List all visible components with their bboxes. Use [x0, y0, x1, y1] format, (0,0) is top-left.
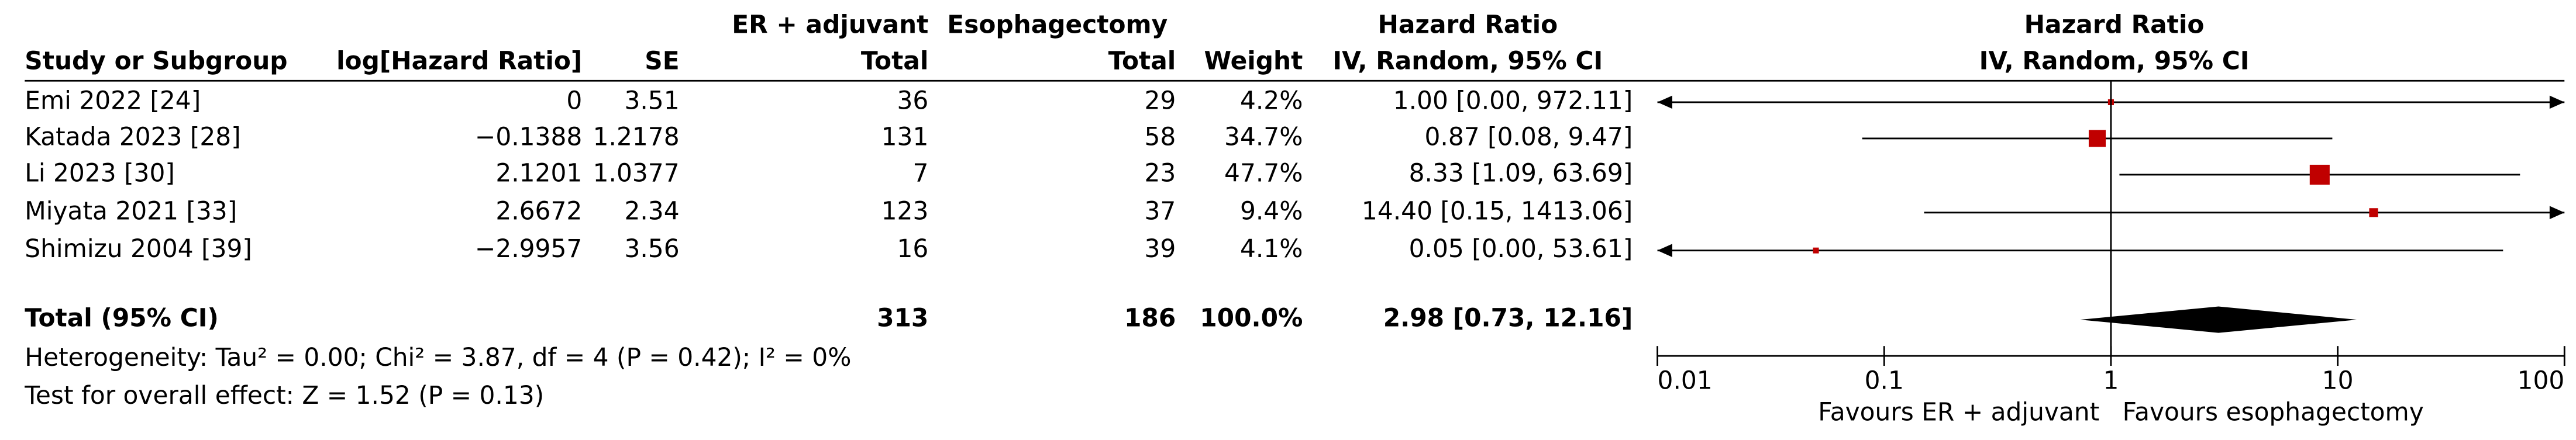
cell-text: 1.00 [0.00, 972.11] — [1393, 86, 1633, 115]
cell-text: 58 — [1144, 122, 1176, 151]
x-tick-label: 10 — [2322, 366, 2354, 395]
cell-text: 14.40 [0.15, 1413.06] — [1362, 196, 1633, 225]
cell-text: 186 — [1124, 304, 1176, 332]
cell-text: 3.56 — [624, 234, 679, 263]
cell-text: 0 — [566, 86, 582, 115]
cell-text: 16 — [897, 234, 929, 263]
ci-arrow — [1657, 95, 1672, 109]
cell-text: −2.9957 — [475, 234, 582, 263]
cell-text: −0.1388 — [475, 122, 582, 151]
cell-text: Favours ER + adjuvant — [1818, 397, 2099, 426]
cell-text: Emi 2022 [24] — [25, 86, 201, 115]
cell-text: Weight — [1204, 47, 1303, 75]
cell-text: 23 — [1144, 158, 1176, 187]
x-tick-label: 100 — [2518, 366, 2565, 395]
cell-text: Total — [1108, 47, 1176, 75]
cell-text: Study or Subgroup — [25, 47, 287, 75]
cell-text: 29 — [1144, 86, 1176, 115]
cell-text: 36 — [897, 86, 929, 115]
cell-text: 2.1201 — [495, 158, 582, 187]
cell-text: 2.6672 — [495, 196, 582, 225]
ci-arrow — [1657, 244, 1672, 257]
point-estimate — [1813, 247, 1819, 254]
cell-text: 313 — [877, 304, 928, 332]
cell-text: 1.0377 — [593, 158, 680, 187]
cell-text: Hazard Ratio — [1377, 11, 1558, 39]
x-tick-label: 1 — [2103, 366, 2119, 395]
cell-text: Esophagectomy — [947, 11, 1168, 39]
cell-text: 7 — [912, 158, 928, 187]
point-estimate — [2369, 208, 2378, 217]
pooled-diamond — [2079, 306, 2357, 333]
cell-text: SE — [645, 47, 679, 75]
cell-text: 4.2% — [1240, 86, 1303, 115]
cell-text: Shimizu 2004 [39] — [25, 234, 252, 263]
cell-text: 1.2178 — [593, 122, 680, 151]
cell-text: Total (95% CI) — [25, 304, 219, 332]
cell-text: 2.34 — [624, 196, 679, 225]
cell-text: IV, Random, 95% CI — [1332, 47, 1603, 75]
point-estimate — [2088, 130, 2106, 147]
cell-text: 0.87 [0.08, 9.47] — [1425, 122, 1633, 151]
cell-text: Hazard Ratio — [2024, 11, 2205, 39]
cell-text: 2.98 [0.73, 12.16] — [1383, 304, 1633, 332]
cell-text: 34.7% — [1224, 122, 1303, 151]
cell-text: 39 — [1144, 234, 1176, 263]
x-tick-label: 0.01 — [1658, 366, 1713, 395]
cell-text: Li 2023 [30] — [25, 158, 175, 187]
cell-text: log[Hazard Ratio] — [336, 47, 582, 75]
cell-text: 4.1% — [1240, 234, 1303, 263]
cell-text: 37 — [1144, 196, 1176, 225]
cell-text: 123 — [881, 196, 929, 225]
x-tick-label: 0.1 — [1865, 366, 1904, 395]
cell-text: 9.4% — [1240, 196, 1303, 225]
ci-arrow — [2549, 95, 2565, 109]
cell-text: Test for overall effect: Z = 1.52 (P = 0… — [24, 381, 544, 410]
ci-arrow — [2549, 206, 2565, 220]
cell-text: Total — [861, 47, 929, 75]
cell-text: 0.05 [0.00, 53.61] — [1409, 234, 1633, 263]
cell-text: Katada 2023 [28] — [25, 122, 240, 151]
cell-text: Miyata 2021 [33] — [25, 196, 237, 225]
cell-text: 3.51 — [624, 86, 679, 115]
cell-text: 47.7% — [1224, 158, 1303, 187]
cell-text: 131 — [881, 122, 929, 151]
cell-text: Favours esophagectomy — [2123, 397, 2424, 426]
cell-text: 100.0% — [1200, 304, 1303, 332]
cell-text: IV, Random, 95% CI — [1979, 47, 2250, 75]
cell-text: ER + adjuvant — [732, 11, 928, 39]
cell-text: 8.33 [1.09, 63.69] — [1409, 158, 1633, 187]
cell-text: Heterogeneity: Tau² = 0.00; Chi² = 3.87,… — [25, 343, 851, 372]
point-estimate — [2309, 164, 2330, 185]
